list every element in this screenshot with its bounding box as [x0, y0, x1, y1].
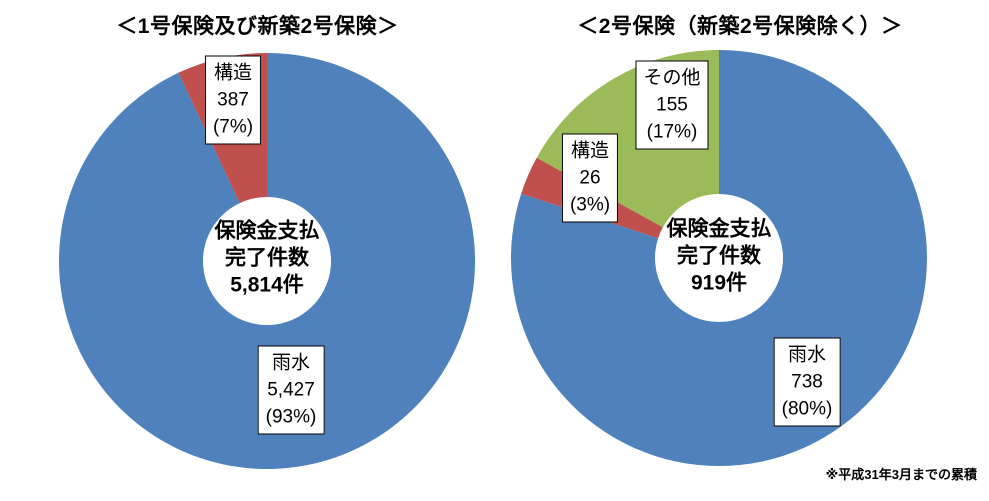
callout-right-structural: 構造 26 (3%) — [561, 133, 619, 223]
center-label-line1: 保険金支払 — [666, 217, 772, 241]
slice-value: 387 — [217, 89, 249, 111]
callout-right-rainwater: 雨水 738 (80%) — [773, 337, 841, 427]
center-label-right: 保険金支払 完了件数 919件 — [667, 216, 772, 297]
pie-slice-rainwater — [59, 53, 476, 469]
slice-value: 155 — [656, 94, 688, 116]
slice-value: 5,427 — [267, 379, 315, 401]
callout-left-structural: 構造 387 (7%) — [204, 55, 262, 145]
slice-value: 26 — [579, 167, 601, 189]
slice-percent: (17%) — [646, 121, 698, 143]
center-label-line1: 保険金支払 — [214, 219, 320, 243]
chart-title-left: ＜1号保険及び新築2号保険＞ — [116, 15, 399, 38]
center-total-value: 5,814件 — [230, 273, 304, 297]
slice-percent: (3%) — [569, 194, 611, 216]
footnote: ※平成31年3月までの累積 — [825, 467, 977, 482]
center-label-line2: 完了件数 — [677, 244, 761, 268]
slice-value: 738 — [791, 371, 823, 393]
slice-label: 構造 — [213, 62, 252, 84]
callout-right-other: その他 155 (17%) — [635, 60, 709, 150]
center-label-left: 保険金支払 完了件数 5,814件 — [215, 218, 320, 299]
slice-label: 雨水 — [787, 344, 826, 366]
slice-label: 雨水 — [271, 352, 310, 374]
slice-label: その他 — [643, 67, 701, 89]
center-total-value: 919件 — [690, 271, 748, 295]
callout-left-rainwater: 雨水 5,427 (93%) — [257, 345, 325, 435]
chart-title-right: ＜2号保険（新築2号保険除く）＞ — [577, 15, 903, 38]
slice-label: 構造 — [570, 140, 609, 162]
slice-percent: (7%) — [212, 116, 254, 138]
center-label-line2: 完了件数 — [225, 246, 309, 270]
slice-percent: (80%) — [781, 398, 833, 420]
slice-percent: (93%) — [265, 406, 317, 428]
